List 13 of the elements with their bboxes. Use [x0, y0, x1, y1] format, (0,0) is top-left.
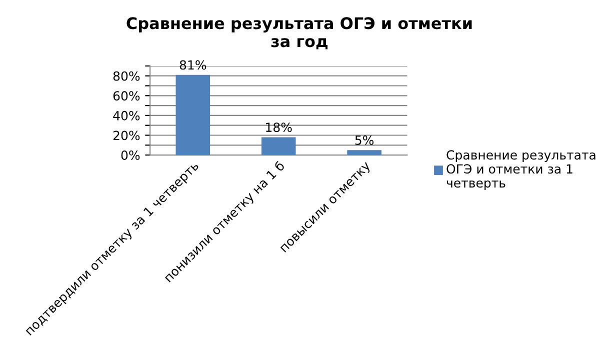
- data-label: 5%: [355, 135, 374, 145]
- y-tick-label: 80%: [113, 71, 140, 81]
- legend-label: Сравнение результата ОГЭ и отметки за 1 четверть: [446, 150, 596, 190]
- bar: [176, 74, 210, 156]
- data-label: 18%: [266, 122, 292, 132]
- y-tick-label: 60%: [113, 91, 140, 101]
- y-tick-label: 0%: [121, 150, 140, 160]
- data-label: 81%: [180, 60, 206, 70]
- y-tick-label: 20%: [113, 130, 140, 140]
- y-tick-label: 40%: [113, 110, 140, 120]
- bar: [261, 137, 296, 156]
- chart-title: Сравнение результата ОГЭ и отметки за год: [126, 17, 472, 50]
- bar: [347, 150, 382, 156]
